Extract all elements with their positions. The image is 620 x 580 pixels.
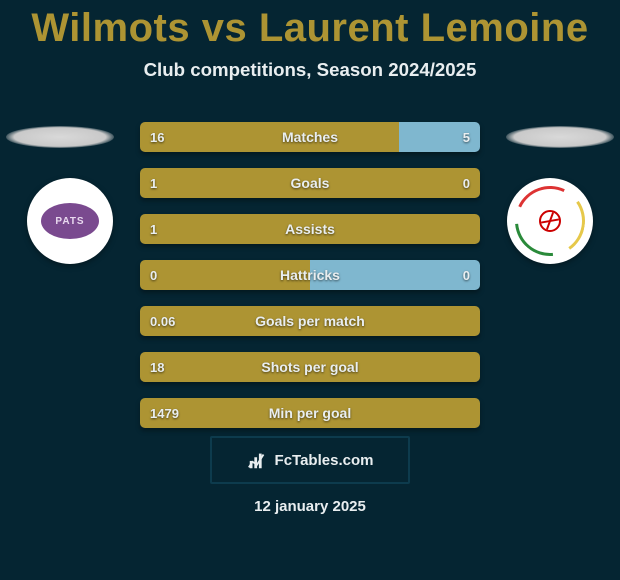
subtitle: Club competitions, Season 2024/2025 [0,59,620,81]
right-team-badge [507,178,593,264]
comparison-card: Wilmots vs Laurent Lemoine Club competit… [0,0,620,580]
stat-left-segment [140,398,480,428]
brand-text: FcTables.com [275,452,374,469]
stat-right-segment [399,122,480,152]
left-team-badge-text: PATS [41,203,99,239]
stat-left-segment [140,352,480,382]
stat-left-segment [140,260,310,290]
left-shadow-ellipse [6,126,114,148]
stat-right-segment [310,260,480,290]
stat-row: Matches165 [140,122,480,152]
right-shadow-ellipse [506,126,614,148]
stat-left-segment [140,122,399,152]
right-team-badge-graphic [515,186,585,256]
date-text: 12 january 2025 [0,498,620,515]
stat-row: Shots per goal18 [140,352,480,382]
brand-box: FcTables.com [210,436,410,484]
left-team-badge: PATS [27,178,113,264]
chart-icon [247,449,269,471]
stat-left-segment [140,214,480,244]
stat-row: Goals10 [140,168,480,198]
stat-left-segment [140,306,480,336]
stat-row: Hattricks00 [140,260,480,290]
stat-row: Goals per match0.06 [140,306,480,336]
page-title: Wilmots vs Laurent Lemoine [0,6,620,51]
stat-bars: Matches165 Goals10 Assists1 Hattricks00 Goal… [140,122,480,444]
stat-left-segment [140,168,480,198]
stat-row: Min per goal1479 [140,398,480,428]
stat-row: Assists1 [140,214,480,244]
